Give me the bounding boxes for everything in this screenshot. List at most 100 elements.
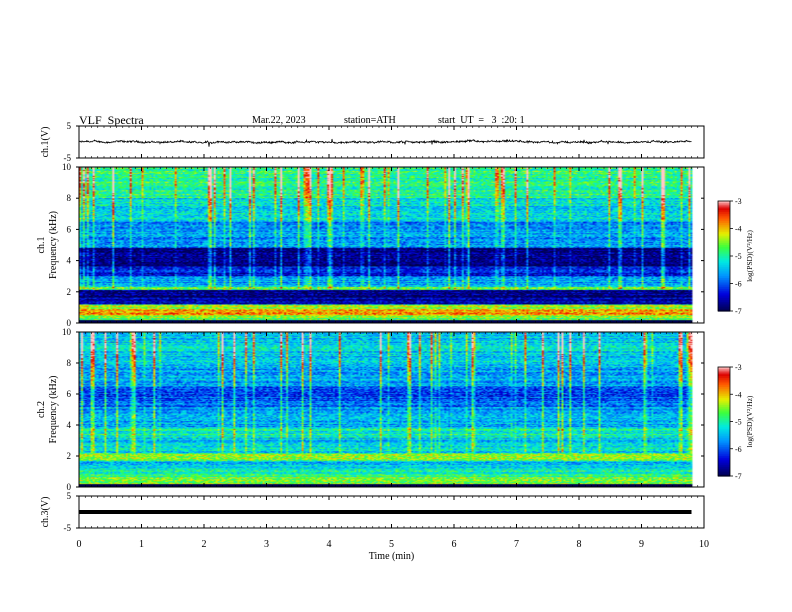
colorbar-segment [718, 208, 730, 211]
colorbar-segment [718, 468, 730, 472]
colorbar-segment [718, 441, 730, 444]
colorbar-tick-label: -5 [735, 252, 742, 261]
colorbar-segment [718, 268, 730, 272]
y-tick-label: 8 [67, 358, 72, 368]
colorbar-segment [718, 405, 730, 408]
colorbar-segment [718, 388, 730, 392]
colorbar-tick-label: -6 [735, 280, 742, 289]
colorbar-segment [718, 267, 730, 270]
colorbar-tick-label: -4 [735, 225, 742, 234]
colorbar-segment [718, 403, 730, 406]
colorbar-segment [718, 367, 730, 370]
colorbar-tick-label: -7 [735, 307, 742, 316]
y-tick-label: 4 [67, 256, 72, 266]
colorbar-label: log(PSD)(V²/Hz) [745, 395, 754, 447]
y-tick-label: 0 [67, 482, 72, 492]
colorbar-segment [718, 232, 730, 235]
colorbar-segment [718, 237, 730, 241]
colorbar-tick-label: -5 [735, 418, 742, 427]
colorbar-segment [718, 206, 730, 209]
x-tick-label: 6 [452, 539, 457, 550]
colorbar-segment [718, 434, 730, 437]
ch1-waveform-trace [78, 138, 692, 147]
y-tick-label: 2 [67, 451, 72, 461]
colorbar-segment [718, 261, 730, 264]
colorbar-segment [718, 256, 730, 259]
colorbar-segment [718, 390, 730, 394]
x-axis-label: Time (min) [369, 551, 414, 562]
colorbar-segment [718, 296, 730, 299]
colorbar-segment [718, 215, 730, 219]
colorbar-segment [718, 397, 730, 401]
colorbar-segment [718, 437, 730, 441]
y-tick-label: 0 [67, 318, 72, 328]
colorbar-segment [718, 289, 730, 292]
colorbar-segment [718, 423, 730, 426]
colorbar-tick-label: -4 [735, 390, 742, 399]
y-axis-label: Frequency (kHz) [48, 211, 59, 279]
colorbar-segment [718, 377, 730, 381]
y-tick-label: 8 [67, 193, 72, 203]
colorbar-segment [718, 425, 730, 428]
x-tick-label: 5 [389, 539, 394, 550]
colorbar-segment [718, 463, 730, 466]
ch1-spectrogram-image [79, 167, 704, 323]
colorbar-segment [718, 465, 730, 468]
colorbar-segment [718, 223, 730, 226]
colorbar-segment [718, 290, 730, 294]
x-tick-label: 2 [202, 539, 207, 550]
colorbar-segment [718, 432, 730, 435]
colorbar-segment [718, 417, 730, 421]
colorbar-segment [718, 239, 730, 242]
colorbar-segment [718, 470, 730, 473]
colorbar-segment [718, 448, 730, 452]
colorbar-segment [718, 254, 730, 257]
colorbar-segment [718, 450, 730, 453]
colorbar-segment [718, 392, 730, 395]
colorbar-segment [718, 279, 730, 283]
colorbar-segment [718, 383, 730, 386]
colorbar-segment [718, 372, 730, 375]
colorbar-segment [718, 270, 730, 274]
y-tick-label: 6 [67, 389, 72, 399]
colorbar-segment [718, 257, 730, 261]
colorbar-tick-label: -3 [735, 363, 742, 372]
colorbar-segment [718, 309, 730, 312]
x-tick-label: 7 [514, 539, 519, 550]
colorbar-segment [718, 263, 730, 266]
colorbar-segment [718, 224, 730, 228]
y-axis-label: ch.3(V) [40, 497, 51, 528]
colorbar-segment [718, 278, 730, 281]
colorbar-segment [718, 276, 730, 279]
colorbar-segment [718, 381, 730, 384]
colorbar-segment [718, 230, 730, 233]
x-tick-label: 10 [699, 539, 709, 550]
colorbar-segment [718, 376, 730, 379]
colorbar-segment [718, 217, 730, 220]
colorbar-segment [718, 283, 730, 286]
colorbar-segment [718, 243, 730, 246]
y-tick-label: 6 [67, 224, 72, 234]
colorbar-segment [718, 202, 730, 206]
colorbar-segment [718, 456, 730, 459]
colorbar-segment [718, 265, 730, 268]
colorbar-segment [718, 235, 730, 239]
colorbar-tick-label: -7 [735, 472, 742, 481]
colorbar-segment [718, 201, 730, 204]
colorbar-segment [718, 285, 730, 288]
colorbar-segment [718, 439, 730, 443]
x-tick-label: 0 [77, 539, 82, 550]
colorbar-segment [718, 466, 730, 470]
x-tick-label: 3 [264, 539, 269, 550]
colorbar-segment [718, 307, 730, 310]
y-tick-label: 4 [67, 420, 72, 430]
y-tick-label: 5 [67, 121, 72, 131]
x-tick-label: 1 [139, 539, 144, 550]
colorbar-segment [718, 457, 730, 461]
colorbar-segment [718, 370, 730, 374]
colorbar-segment [718, 416, 730, 419]
colorbar-segment [718, 474, 730, 477]
colorbar-segment [718, 213, 730, 217]
y-tick-label: -5 [64, 153, 72, 163]
